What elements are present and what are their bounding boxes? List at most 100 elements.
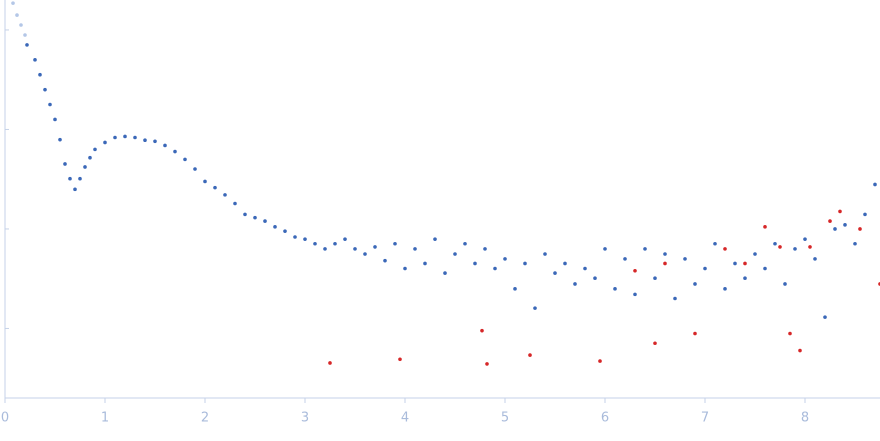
point xyxy=(778,245,782,249)
point xyxy=(25,43,29,47)
point xyxy=(563,261,567,266)
point xyxy=(233,201,237,206)
point xyxy=(83,165,87,169)
point xyxy=(723,247,727,251)
point xyxy=(213,185,217,190)
point xyxy=(123,134,127,139)
point xyxy=(813,257,817,261)
point xyxy=(343,237,347,241)
point xyxy=(58,137,62,142)
point xyxy=(663,252,667,256)
point xyxy=(433,237,437,241)
point xyxy=(513,287,517,291)
point xyxy=(223,193,227,197)
point xyxy=(53,117,57,122)
point xyxy=(683,257,687,261)
point xyxy=(253,215,257,220)
point xyxy=(11,1,15,5)
point xyxy=(528,353,532,357)
point xyxy=(293,235,297,239)
point xyxy=(823,315,827,319)
point xyxy=(15,13,19,17)
point xyxy=(48,102,52,107)
point xyxy=(23,33,27,37)
point xyxy=(838,209,842,214)
point xyxy=(93,147,97,152)
point xyxy=(463,241,467,246)
point xyxy=(403,266,407,271)
point xyxy=(323,247,327,251)
x-tick-label: 0 xyxy=(1,411,9,426)
point xyxy=(313,241,317,246)
point xyxy=(363,252,367,256)
point xyxy=(393,241,397,246)
point xyxy=(63,162,67,166)
point xyxy=(263,219,267,223)
point xyxy=(533,306,537,310)
point xyxy=(88,155,92,160)
point xyxy=(543,252,547,256)
point xyxy=(413,247,417,251)
point xyxy=(743,276,747,280)
point xyxy=(485,362,489,366)
x-tick-label: 2 xyxy=(201,411,209,426)
point xyxy=(43,87,47,92)
point xyxy=(793,247,797,251)
point xyxy=(353,247,357,251)
x-tick-label: 4 xyxy=(401,411,409,426)
point xyxy=(803,237,807,241)
point xyxy=(423,261,427,266)
point xyxy=(603,247,607,251)
point xyxy=(733,261,737,266)
point xyxy=(828,219,832,223)
point xyxy=(853,241,857,246)
x-tick-label: 8 xyxy=(801,411,809,426)
point xyxy=(283,229,287,233)
point xyxy=(68,176,72,181)
point xyxy=(873,182,877,187)
point xyxy=(703,266,707,271)
point xyxy=(73,187,77,192)
point xyxy=(373,245,377,249)
point xyxy=(593,276,597,280)
point xyxy=(808,245,812,249)
point xyxy=(573,282,577,286)
point xyxy=(673,296,677,301)
x-tick-label: 1 xyxy=(101,411,109,426)
x-tick-label: 6 xyxy=(601,411,609,426)
point xyxy=(858,227,862,231)
point xyxy=(783,282,787,286)
point xyxy=(693,282,697,286)
point xyxy=(78,176,82,181)
point xyxy=(763,266,767,271)
point xyxy=(743,261,747,266)
point xyxy=(623,257,627,261)
point xyxy=(493,266,497,271)
point xyxy=(553,271,557,275)
point xyxy=(713,241,717,246)
point xyxy=(193,167,197,171)
point xyxy=(788,331,792,336)
point xyxy=(763,225,767,229)
point xyxy=(723,287,727,291)
point xyxy=(153,139,157,144)
point xyxy=(643,247,647,251)
x-tick-label: 5 xyxy=(501,411,509,426)
point xyxy=(19,23,23,27)
x-tick-label: 3 xyxy=(301,411,309,426)
point xyxy=(133,135,137,140)
point xyxy=(473,261,477,266)
point xyxy=(173,149,177,154)
point xyxy=(798,348,802,353)
x-tick-label: 7 xyxy=(701,411,709,426)
point xyxy=(398,357,402,362)
point xyxy=(653,276,657,280)
point xyxy=(693,331,697,336)
point xyxy=(833,227,837,231)
point xyxy=(103,140,107,145)
point xyxy=(33,58,37,62)
point xyxy=(273,225,277,229)
point xyxy=(383,258,387,263)
point xyxy=(203,179,207,184)
